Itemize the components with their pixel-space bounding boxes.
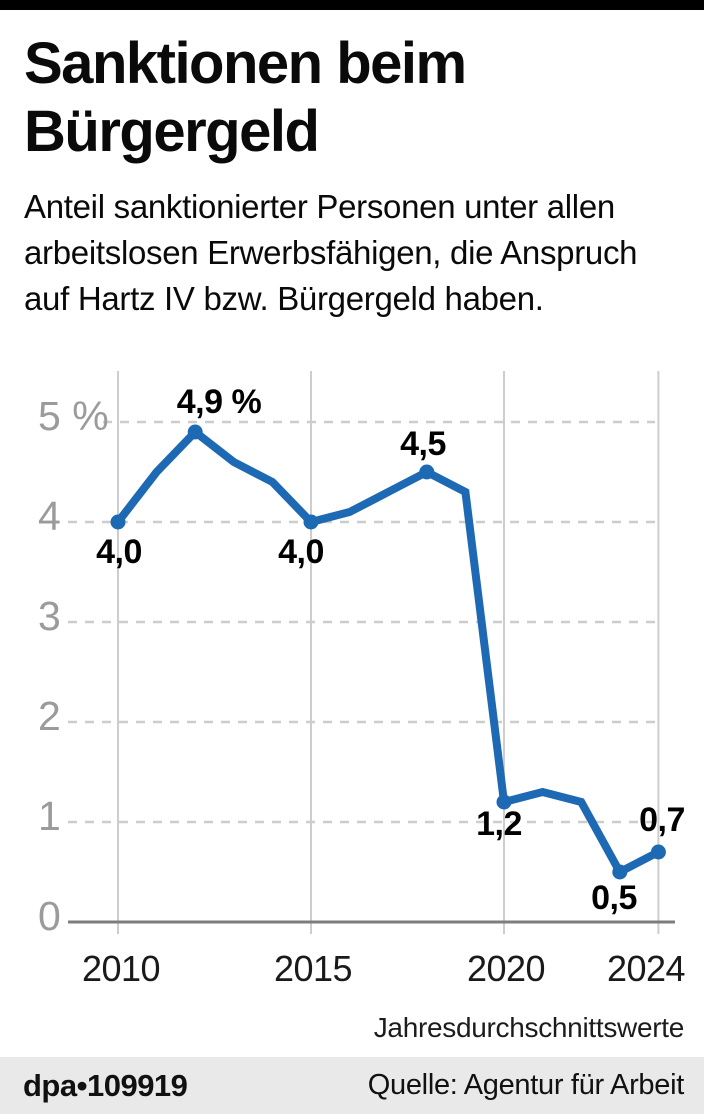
x-axis-label: 2020 — [466, 948, 546, 989]
x-axis-label: 2024 — [606, 948, 686, 989]
title-line-2: Bürgergeld — [24, 99, 320, 164]
point-label-2010: 4,0 — [96, 533, 142, 571]
y-axis-label: 3 — [38, 593, 61, 639]
x-axis-label: 2015 — [273, 948, 353, 989]
source-text: Quelle: Agentur für Arbeit — [367, 1069, 685, 1101]
y-axis-label: 5 % — [38, 393, 109, 439]
data-point-marker — [612, 864, 628, 880]
chart-note: Jahresdurchschnittswerte — [373, 1012, 685, 1043]
point-label-2023: 0,5 — [591, 879, 637, 917]
data-point-marker — [303, 514, 319, 530]
footer-bar: dpa•109919 Quelle: Agentur für Arbeit — [0, 1057, 704, 1114]
point-label-2020: 1,2 — [476, 805, 522, 843]
x-axis-label: 2010 — [81, 948, 161, 989]
top-bar — [0, 0, 704, 10]
data-point-marker — [496, 794, 512, 810]
data-point-marker — [187, 424, 203, 440]
data-point-marker — [419, 464, 435, 480]
chart-description: Anteil sanktionierter Personen unter all… — [24, 184, 694, 322]
title-line-1: Sanktionen beim — [24, 31, 467, 96]
y-axis-label: 2 — [38, 693, 61, 739]
data-point-marker — [110, 514, 126, 530]
point-label-2018: 4,5 — [400, 425, 446, 463]
description-line: Anteil sanktionierter Personen unter all… — [24, 188, 615, 225]
description-line: auf Hartz IV bzw. Bürgergeld haben. — [24, 280, 544, 317]
data-line — [114, 426, 661, 878]
dpa-credit: dpa•109919 — [23, 1067, 188, 1103]
y-axis-label: 0 — [38, 893, 61, 939]
page-title: Sanktionen beim Bürgergeld — [24, 30, 684, 166]
point-label-2012: 4,9 % — [176, 383, 262, 421]
data-point-marker — [650, 844, 666, 860]
point-label-2015: 4,0 — [278, 533, 324, 571]
y-axis-label: 1 — [38, 793, 61, 839]
description-line: arbeitslosen Erwerbsfähigen, die Anspruc… — [24, 234, 638, 271]
y-axis-label: 4 — [38, 493, 61, 539]
point-label-2024: 0,7 — [639, 801, 685, 839]
